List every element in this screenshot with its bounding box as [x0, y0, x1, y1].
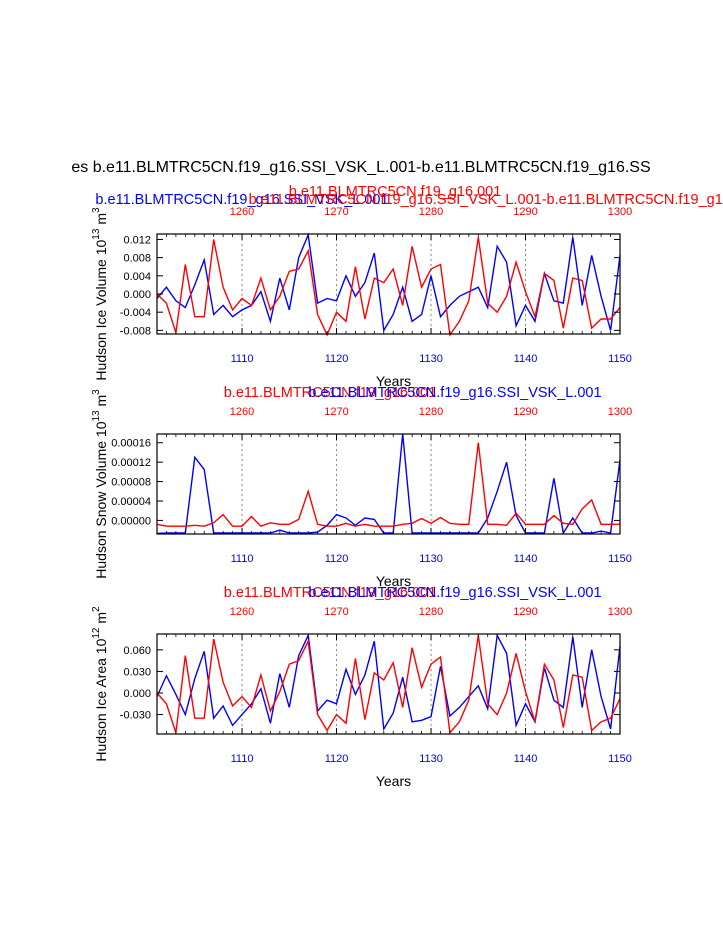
x-tick-label-bottom: 1130 — [419, 553, 443, 565]
series-line-red — [156, 237, 621, 337]
series-line-red — [156, 442, 620, 528]
x-tick-label-top: 1260 — [230, 406, 254, 418]
x-tick-label-bottom: 1110 — [231, 353, 254, 365]
x-tick-label-top: 1280 — [419, 606, 443, 618]
y-tick-label: 0.000 — [123, 289, 151, 301]
y-tick-label: 0.060 — [123, 645, 151, 657]
y-tick-label: 0.004 — [123, 271, 151, 283]
series-line-red — [156, 635, 621, 735]
x-axis-label: Years — [376, 573, 411, 589]
x-tick-label-bottom: 1120 — [325, 353, 349, 365]
panels-group: 0.012 0.008 0.004 0.000 -0.004 -0.008 1110 1120… — [91, 184, 723, 789]
plot-frame — [156, 233, 621, 335]
y-tick-label: 0.00016 — [111, 438, 151, 450]
panel-snow-volume: 0.00016 0.00012 0.00008 0.00004 0.00000 1110 1… — [91, 385, 632, 589]
y-tick-label: -0.008 — [120, 325, 151, 337]
panel-title-blue: b.e11.BLMTRC5CN.f19_g16.SSI_VSK_L.001 — [308, 385, 601, 401]
x-tick-label-top: 1270 — [324, 206, 348, 218]
y-tick-label: 0.00012 — [111, 457, 151, 469]
x-tick-label-bottom: 1140 — [514, 553, 538, 565]
panel-title-blue: b.e11.BLMTRC5CN.f19_g16.SSI_VSK_L.001 — [95, 192, 388, 208]
y-axis-label: Hudson Snow Volume 1013 m3 — [91, 389, 109, 579]
x-tick-label-bottom: 1120 — [325, 753, 349, 765]
x-axis-label: Years — [376, 773, 411, 789]
y-tick-label: 0.00008 — [111, 477, 151, 489]
x-tick-label-bottom: 1110 — [231, 553, 254, 565]
x-tick-label-bottom: 1150 — [608, 553, 632, 565]
x-tick-label-top: 1290 — [513, 206, 537, 218]
x-tick-label-bottom: 1110 — [231, 753, 254, 765]
y-tick-label: 0.00000 — [111, 515, 151, 527]
plot-frame — [156, 433, 621, 535]
panel-ice-volume: 0.012 0.008 0.004 0.000 -0.004 -0.008 1110 1120… — [91, 184, 723, 389]
x-tick-label-bottom: 1120 — [325, 553, 349, 565]
x-tick-label-bottom: 1150 — [608, 753, 632, 765]
x-tick-label-top: 1270 — [324, 606, 348, 618]
plot-frame — [156, 633, 621, 735]
x-axis-label: Years — [376, 373, 411, 389]
y-tick-label: -0.030 — [120, 710, 151, 722]
x-tick-label-top: 1260 — [230, 606, 254, 618]
x-tick-label-top: 1300 — [608, 406, 632, 418]
y-tick-label: 0.00004 — [111, 496, 151, 508]
x-tick-label-top: 1280 — [419, 406, 443, 418]
panel-title-red: b.e11.BLMTRC5CN.f19_g16.001 — [224, 385, 437, 401]
x-tick-label-top: 1290 — [513, 606, 537, 618]
x-tick-label-top: 1260 — [230, 206, 254, 218]
panel-ice-area: 0.060 0.030 0.000 -0.030 1110 1120 1130 1140 115… — [91, 585, 632, 789]
x-tick-label-top: 1300 — [608, 206, 632, 218]
series-line-blue — [156, 232, 621, 333]
panel-title-blue: b.e11.BLMTRC5CN.f19_g16.SSI_VSK_L.001 — [308, 585, 601, 601]
y-tick-label: 0.008 — [123, 253, 151, 265]
y-axis-label: Hudson Ice Area 1012 m2 — [91, 606, 109, 762]
x-tick-label-bottom: 1130 — [419, 353, 443, 365]
y-tick-label: 0.030 — [123, 666, 151, 678]
figure-title: es b.e11.BLMTRC5CN.f19_g16.SSI_VSK_L.001… — [71, 159, 650, 176]
series-line-blue — [156, 433, 621, 535]
x-tick-label-top: 1270 — [324, 406, 348, 418]
x-tick-label-bottom: 1150 — [608, 353, 632, 365]
y-tick-label: 0.000 — [123, 688, 151, 700]
panel-title-red: b.e11.BLMTRC5CN.f19_g16.001 — [224, 585, 437, 601]
x-tick-label-bottom: 1140 — [514, 753, 538, 765]
x-tick-label-top: 1280 — [419, 206, 443, 218]
panel-title-red-diff: b.e11.BLMTRC5CN.f19_g16.SSI_VSK_L.001-b.… — [249, 192, 723, 208]
panel-title-red: b.e11.BLMTRC5CN.f19_g16.001 — [289, 184, 502, 200]
y-tick-label: -0.004 — [120, 307, 151, 319]
x-tick-label-bottom: 1140 — [514, 353, 538, 365]
x-tick-label-top: 1300 — [608, 606, 632, 618]
x-tick-label-top: 1290 — [513, 406, 537, 418]
x-tick-label-bottom: 1130 — [419, 753, 443, 765]
y-tick-label: 0.012 — [123, 234, 151, 246]
series-line-blue — [156, 632, 621, 732]
y-axis-label: Hudson Ice Volume 1013 m3 — [91, 207, 109, 381]
